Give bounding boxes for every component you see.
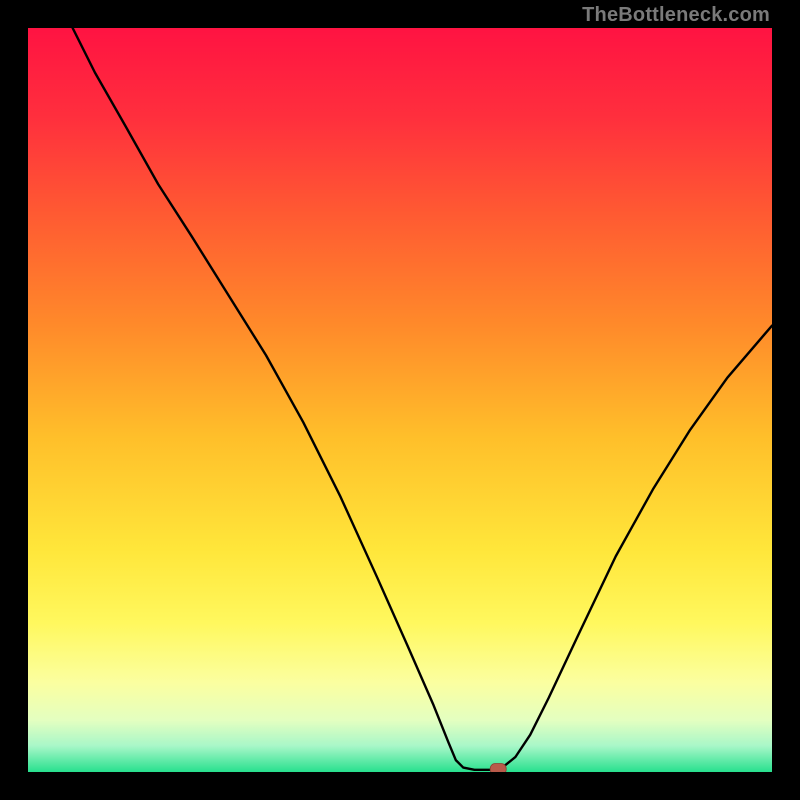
watermark-text: TheBottleneck.com [582,4,770,27]
chart-frame: TheBottleneck.com [0,0,800,800]
gradient-background [28,28,772,772]
plot-area [28,28,772,772]
plot-svg [28,28,772,772]
optimal-point-marker [490,764,506,772]
